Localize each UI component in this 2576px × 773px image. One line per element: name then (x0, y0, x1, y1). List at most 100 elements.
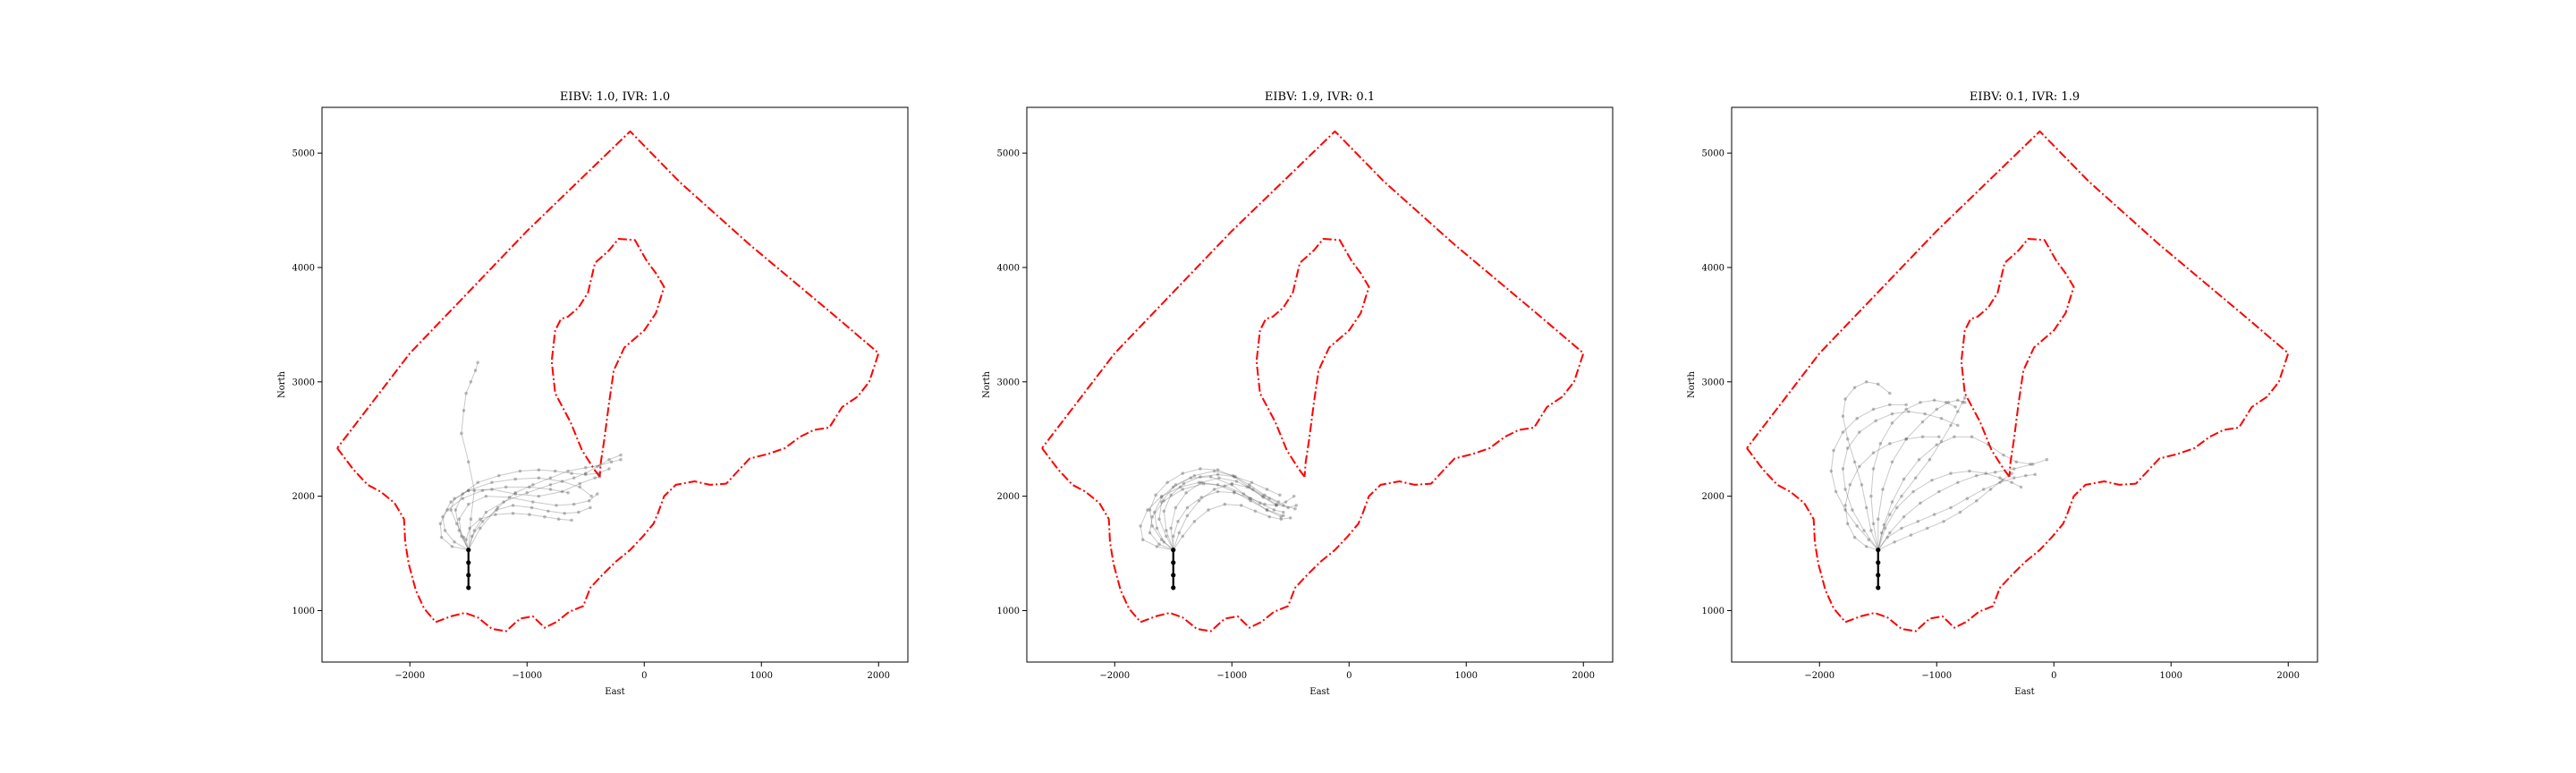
trajectory-point (513, 477, 517, 481)
start-segment-point (1876, 573, 1881, 578)
trajectory-point (1923, 412, 1927, 416)
trajectory-point (1185, 514, 1190, 518)
trajectory-point (1185, 505, 1190, 510)
trajectory-point (1845, 437, 1850, 441)
trajectory-point (1150, 514, 1154, 519)
trajectory-point (596, 492, 599, 496)
trajectory-point (1276, 500, 1281, 504)
trajectory-point (2030, 463, 2035, 466)
trajectory-point (1157, 542, 1161, 547)
trajectory-point (1171, 534, 1175, 539)
trajectory-point (556, 517, 561, 522)
trajectory-point (462, 408, 466, 412)
trajectory-point (1265, 488, 1269, 491)
trajectory-point (1192, 519, 1197, 523)
trajectory-point (1165, 534, 1168, 539)
trajectory-point (1171, 485, 1175, 489)
trajectory-line-6 (468, 459, 622, 550)
subplot-2: EIBV: 1.9, IVR: 0.1 −2000 −1000 0 1000 2000 10… (982, 90, 1614, 697)
trajectory-point (1192, 473, 1197, 478)
trajectory-point (1250, 480, 1254, 485)
trajectory-point (1245, 485, 1250, 489)
trajectory-point (1958, 510, 1962, 514)
trajectory-point (1900, 494, 1903, 498)
trajectory-point (460, 534, 463, 539)
trajectory-point (1904, 403, 1908, 407)
trajectory-line-1 (450, 476, 600, 550)
trajectory-line-2 (468, 454, 622, 550)
trajectory-point (1883, 526, 1887, 531)
trajectory-point (1181, 471, 1185, 475)
trajectory-point (472, 529, 477, 532)
trajectory-point (2012, 476, 2016, 480)
trajectory-point (1233, 475, 1237, 479)
trajectory-point (1902, 477, 1906, 481)
trajectory-point (439, 535, 444, 539)
trajectory-point (1917, 457, 1921, 462)
trajectory-point (560, 489, 564, 494)
trajectory-point (578, 481, 581, 486)
trajectory-point (1263, 493, 1267, 497)
trajectory-point (1832, 448, 1835, 453)
trajectory-point (619, 453, 623, 457)
trajectory-point (1916, 519, 1920, 523)
trajectory-point (1212, 488, 1216, 491)
trajectory-point (609, 460, 614, 464)
trajectory-point (1294, 504, 1299, 507)
trajectory-point (1169, 493, 1173, 497)
trajectory-point (1961, 401, 1964, 404)
trajectory-point (466, 502, 470, 506)
y-tick-label: 2000 (997, 492, 1020, 502)
trajectory-point (1855, 524, 1859, 528)
trajectory-point (2029, 463, 2032, 466)
trajectory-point (1935, 443, 1939, 446)
trajectory-point (1946, 401, 1951, 404)
trajectory-point (1871, 522, 1876, 526)
trajectory-point (441, 514, 445, 519)
trajectory-point (619, 457, 623, 462)
y-tick-label: 5000 (997, 149, 1020, 159)
trajectory-point (596, 464, 599, 469)
trajectory-point (1852, 386, 1857, 389)
trajectory-point (1998, 476, 2002, 480)
trajectory-point (1148, 508, 1152, 512)
y-tick-label: 5000 (292, 149, 315, 159)
start-segment-point (466, 548, 471, 553)
trajectory-point (1890, 460, 1894, 464)
start-segment-point (466, 585, 471, 590)
trajectory-point (1233, 475, 1236, 479)
trajectory-point (1864, 545, 1868, 548)
trajectory-line-3 (1877, 459, 2047, 550)
trajectory-point (1279, 517, 1284, 522)
trajectory-point (1272, 508, 1276, 512)
trajectory-point (1904, 437, 1908, 441)
trajectory-point (1869, 494, 1873, 498)
x-axis-label: East (1309, 687, 1329, 697)
trajectory-point (1953, 435, 1956, 438)
trajectory-point (507, 496, 512, 499)
trajectory-point (1869, 529, 1873, 532)
trajectory-point (1293, 506, 1297, 511)
y-tick-label: 3000 (1702, 378, 1724, 387)
trajectory-point (1230, 483, 1234, 487)
inner-boundary-line (1255, 238, 1370, 478)
trajectory-point (1919, 401, 1922, 404)
trajectory-point (587, 498, 591, 503)
trajectory-point (1904, 437, 1908, 441)
trajectory-line-9 (454, 468, 610, 550)
trajectory-point (1852, 460, 1857, 464)
trajectory-point (583, 465, 588, 470)
trajectory-point (1841, 467, 1845, 471)
trajectory-point (453, 508, 458, 512)
x-tick-label: 2000 (2277, 671, 2300, 681)
trajectory-point (1258, 501, 1262, 505)
trajectory-point (1871, 407, 1876, 412)
trajectory-point (1888, 442, 1892, 446)
trajectory-point (1184, 491, 1188, 495)
trajectory-point (1890, 421, 1894, 425)
trajectory-point (1841, 430, 1845, 434)
trajectory-point (1150, 524, 1154, 528)
trajectory-point (1956, 480, 1960, 485)
trajectory-point (1965, 497, 1970, 500)
trajectory-point (1888, 391, 1892, 395)
